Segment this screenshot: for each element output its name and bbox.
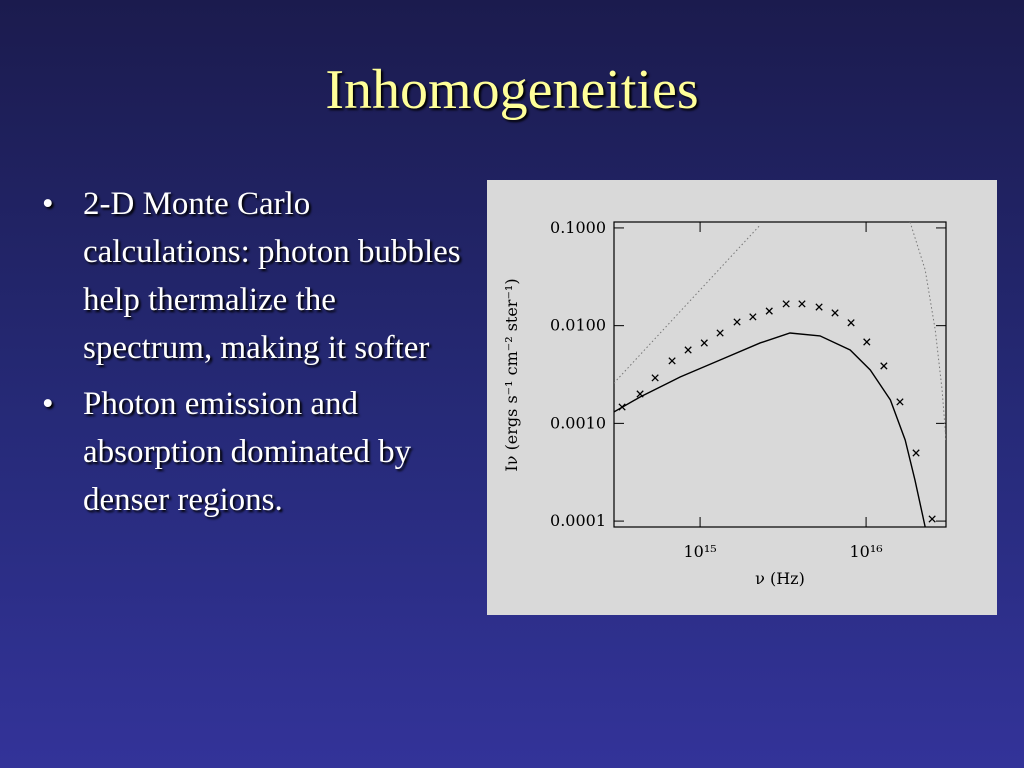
data-point: [716, 329, 724, 337]
y-tick-label: 0.0100: [550, 316, 606, 335]
data-point: [880, 362, 888, 370]
data-point: [765, 307, 773, 315]
plot-area: [614, 222, 946, 527]
x-tick-label: 10¹⁵: [683, 542, 716, 561]
y-tick-label: 0.0010: [550, 413, 606, 432]
data-point: [847, 319, 855, 327]
x-tick-label: 10¹⁶: [849, 542, 882, 561]
series-line: [909, 222, 946, 441]
data-point: [896, 398, 904, 406]
data-point: [863, 338, 871, 346]
data-point: [912, 449, 920, 457]
bullet: 2-D Monte Carlo calculations: photon bub…: [42, 180, 472, 372]
data-point: [733, 318, 741, 326]
series-line: [614, 332, 926, 527]
y-axis-label: Iν (ergs s⁻¹ cm⁻² ster⁻¹): [502, 278, 521, 471]
bullet: Photon emission and absorption dominated…: [42, 380, 472, 524]
data-point: [684, 346, 692, 354]
data-point: [668, 357, 676, 365]
y-tick-label: 0.1000: [550, 218, 606, 237]
data-point: [700, 339, 708, 347]
bullet-list: 2-D Monte Carlo calculations: photon bub…: [42, 180, 472, 532]
data-point: [651, 374, 659, 382]
x-axis-label: ν (Hz): [755, 569, 805, 588]
data-point: [782, 300, 790, 308]
data-point: [831, 309, 839, 317]
y-tick-label: 0.0001: [550, 511, 606, 530]
data-point: [749, 313, 757, 321]
data-point: [928, 515, 936, 523]
data-point: [815, 303, 823, 311]
chart-background: [487, 180, 997, 615]
slide-title: Inhomogeneities: [325, 59, 699, 121]
plot-frame: [613, 221, 947, 528]
data-point: [636, 390, 644, 398]
data-point: [798, 300, 806, 308]
data-point: [618, 403, 626, 411]
